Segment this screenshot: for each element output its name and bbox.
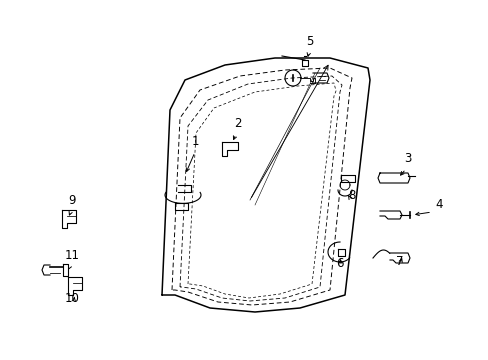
Text: 2: 2 [234, 117, 241, 130]
Text: 7: 7 [395, 255, 403, 268]
Text: 8: 8 [347, 189, 355, 202]
Text: 1: 1 [191, 135, 198, 148]
Text: 6: 6 [336, 257, 343, 270]
Text: 9: 9 [68, 194, 76, 207]
Text: 4: 4 [434, 198, 442, 211]
Text: 5: 5 [305, 35, 313, 48]
Text: 3: 3 [404, 152, 411, 165]
Text: 11: 11 [64, 249, 80, 262]
Text: 10: 10 [64, 292, 79, 305]
